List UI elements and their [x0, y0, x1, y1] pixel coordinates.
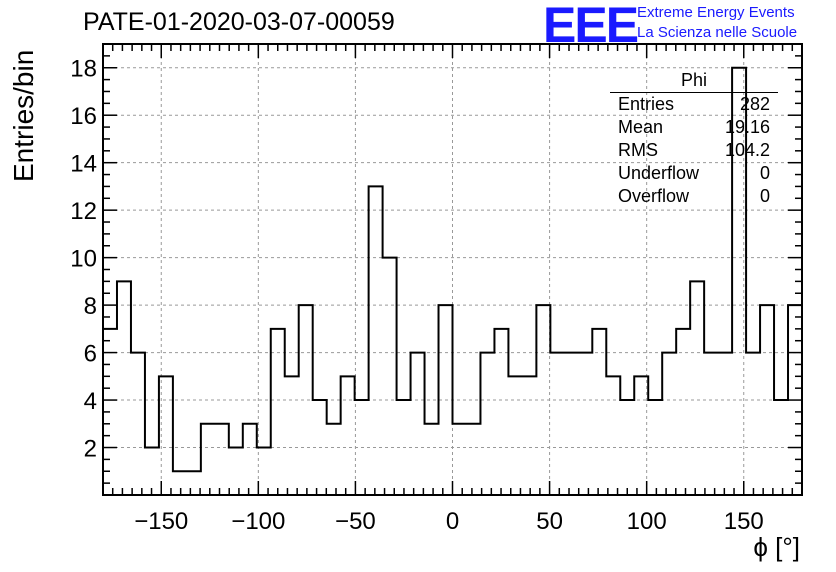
histogram-bin: [690, 281, 704, 495]
histogram-bin: [578, 353, 592, 495]
histogram-bin: [634, 376, 648, 495]
histogram-bin: [522, 376, 536, 495]
histogram-bin: [397, 400, 411, 495]
y-tick-label: 8: [84, 293, 97, 320]
histogram-bin: [355, 400, 369, 495]
histogram-bin: [369, 186, 383, 495]
histogram-bin: [746, 353, 760, 495]
histogram-bin: [383, 258, 397, 495]
y-tick-label: 18: [70, 56, 97, 83]
y-tick-label: 6: [84, 341, 97, 368]
histogram-bin: [606, 376, 620, 495]
y-tick-label: 10: [70, 246, 97, 273]
x-tick-label: −150: [134, 508, 188, 535]
grid-lines: [103, 44, 802, 495]
x-tick-label: 50: [536, 508, 563, 535]
histogram-bin: [592, 329, 606, 495]
histogram-bin: [704, 353, 718, 495]
histogram-bin: [145, 448, 159, 495]
stats-row: Entries 282: [610, 93, 778, 116]
x-tick-label: 150: [724, 508, 764, 535]
stats-box-name: Phi: [610, 70, 778, 93]
stats-box: Phi Entries 282 Mean 19.16 RMS 104.2 Und…: [610, 70, 778, 208]
histogram-bin: [466, 424, 480, 495]
y-tick-label: 4: [84, 388, 97, 415]
y-tick-label: 14: [70, 151, 97, 178]
stats-value: 19.16: [724, 117, 770, 137]
histogram-bin: [425, 424, 439, 495]
histogram-bin: [131, 353, 145, 495]
logo-caption: Extreme Energy Events La Scienza nelle S…: [637, 3, 797, 43]
y-tick-label: 16: [70, 103, 97, 130]
histogram-bin: [187, 471, 201, 495]
x-tick-label: 0: [446, 508, 459, 535]
histogram-bin: [313, 400, 327, 495]
histogram-bin: [271, 329, 285, 495]
histogram-bin: [243, 424, 257, 495]
stats-row: Mean 19.16: [610, 116, 778, 139]
stats-row: RMS 104.2: [610, 139, 778, 162]
histogram-bin: [508, 376, 522, 495]
stats-value: 0: [759, 163, 770, 183]
logo-caption-line1: Extreme Energy Events: [637, 4, 795, 21]
histogram-bin: [620, 400, 634, 495]
x-tick-label: −50: [335, 508, 376, 535]
eee-logo: EEE: [543, 0, 639, 53]
histogram-bin: [285, 376, 299, 495]
stats-label: Entries: [618, 94, 675, 114]
histogram-bin: [201, 424, 215, 495]
histogram-bin: [453, 424, 467, 495]
histogram-bin: [341, 376, 355, 495]
histogram-bin: [411, 353, 425, 495]
stats-label: Overflow: [618, 186, 690, 206]
histogram-bin: [774, 400, 788, 495]
histogram-bin: [173, 471, 187, 495]
histogram-bin: [676, 329, 690, 495]
histogram-bin: [494, 329, 508, 495]
histogram-bin: [215, 424, 229, 495]
histogram-bin: [480, 353, 494, 495]
x-axis-label: ϕ [°]: [753, 532, 800, 562]
histogram-bin: [718, 353, 732, 495]
stats-value: 104.2: [724, 140, 770, 160]
histogram-bin: [648, 400, 662, 495]
histogram-outline: [103, 66, 802, 473]
stats-label: Underflow: [618, 163, 700, 183]
histogram-bin: [760, 305, 774, 495]
histogram-bin: [117, 281, 131, 495]
stats-value: 282: [739, 94, 770, 114]
y-axis-label: Entries/bin: [8, 49, 39, 182]
stats-row: Overflow 0: [610, 185, 778, 208]
stats-label: RMS: [618, 140, 658, 160]
chart-title: PATE-01-2020-03-07-00059: [83, 8, 395, 36]
tick-labels: −150 −100 −50 0 50 100 150 2 4 6 8 10 12 14 16 18: [70, 56, 763, 535]
histogram-bars: [103, 66, 802, 495]
x-tick-label: 100: [627, 508, 667, 535]
histogram-bin: [229, 448, 243, 495]
histogram-bin: [662, 353, 676, 495]
x-tick-label: −100: [231, 508, 285, 535]
histogram-bin: [299, 305, 313, 495]
histogram-bin: [536, 305, 550, 495]
stats-row: Underflow 0: [610, 162, 778, 185]
histogram-bin: [564, 353, 578, 495]
histogram-bin: [439, 305, 453, 495]
histogram-bin: [327, 424, 341, 495]
logo-caption-line2: La Scienza nelle Scuole: [637, 24, 798, 41]
y-tick-label: 2: [84, 436, 97, 463]
stats-value: 0: [759, 186, 770, 206]
axis-ticks: [103, 44, 802, 495]
histogram-bin: [550, 353, 564, 495]
histogram-bin: [159, 376, 173, 495]
stats-label: Mean: [618, 117, 664, 137]
y-tick-label: 12: [70, 198, 97, 225]
